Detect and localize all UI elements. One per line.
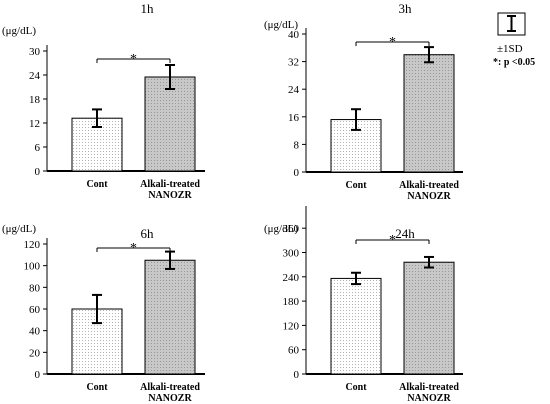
x-category-label: Alkali-treated NANOZR: [399, 382, 459, 404]
y-tick-label: 30: [29, 46, 41, 58]
y-tick-label: 100: [24, 261, 41, 273]
bar-nanozr: [403, 261, 455, 375]
y-tick-label: 40: [288, 29, 300, 41]
y-tick-label: 120: [283, 320, 300, 332]
bar-nanozr: [403, 54, 455, 173]
y-tick-label: 0: [35, 166, 41, 178]
chart-panel-24h: 24h (μg/dL) 0 60 120 180 240 300 360 Cont Alkali-t…: [264, 206, 463, 404]
bar-cont: [330, 277, 382, 375]
panel-title: 24h: [395, 226, 415, 241]
y-tick-label: 8: [294, 139, 300, 151]
y-tick-label: 18: [29, 94, 41, 106]
y-axis-unit-label: (μg/dL): [264, 223, 298, 235]
y-tick-label: 0: [35, 369, 41, 381]
x-category-label: Cont: [86, 382, 108, 393]
chart-panels: 1h (μg/dL) 0 6 12 18 24 30 Cont Alkali-treated NAN…: [2, 1, 463, 404]
x-category-label: Cont: [345, 382, 367, 393]
y-tick-label: 20: [29, 347, 41, 359]
significance-marker: *: [130, 241, 137, 256]
panel-title: 1h: [141, 1, 155, 16]
y-tick-label: 24: [288, 84, 300, 96]
x-category-label: Cont: [345, 180, 367, 191]
y-tick-label: 60: [288, 345, 300, 357]
y-tick-label: 16: [288, 112, 300, 124]
panel-title: 6h: [141, 226, 155, 241]
bar-nanozr: [144, 76, 196, 172]
y-tick-label: 180: [283, 296, 300, 308]
panel-title: 3h: [399, 1, 413, 16]
chart-panel-1h: 1h (μg/dL) 0 6 12 18 24 30 Cont Alkali-treated NAN…: [2, 1, 205, 201]
y-tick-label: 0: [294, 369, 300, 381]
legend: ±1SD *: p <0.05: [493, 12, 535, 68]
bar-nanozr: [144, 259, 196, 375]
y-axis-unit-label: (μg/dL): [2, 25, 36, 37]
legend-significance-label: *: p <0.05: [493, 57, 535, 68]
y-tick-label: 24: [29, 70, 41, 82]
y-tick-label: 32: [288, 57, 299, 69]
y-axis-unit-label: (μg/dL): [2, 223, 36, 235]
x-category-label: Alkali-treated NANOZR: [140, 382, 200, 404]
x-category-label: Alkali-treated NANOZR: [140, 179, 200, 201]
legend-sd-label: ±1SD: [497, 43, 523, 55]
significance-marker: *: [130, 52, 137, 67]
significance-marker: *: [389, 233, 396, 248]
y-tick-label: 60: [29, 304, 41, 316]
y-tick-label: 6: [35, 142, 41, 154]
y-tick-label: 300: [283, 248, 300, 260]
significance-marker: *: [389, 35, 396, 50]
y-tick-label: 80: [29, 282, 41, 294]
x-category-label: Alkali-treated NANOZR: [399, 180, 459, 202]
y-axis-unit-label: (μg/dL): [264, 19, 298, 31]
y-tick-label: 12: [29, 118, 40, 130]
y-tick-label: 360: [283, 223, 300, 235]
x-category-label: Cont: [86, 179, 108, 190]
chart-panel-3h: 3h (μg/dL) 0 8 16 24 32 40 Cont Alkali-treated NAN…: [264, 1, 463, 202]
y-tick-label: 240: [283, 272, 300, 284]
y-tick-label: 120: [24, 239, 41, 251]
chart-panel-6h: 6h (μg/dL) 0 20 40 60 80 100 120 Cont Alkali-treat…: [2, 223, 205, 404]
y-tick-label: 0: [294, 167, 300, 179]
y-tick-label: 40: [29, 326, 41, 338]
